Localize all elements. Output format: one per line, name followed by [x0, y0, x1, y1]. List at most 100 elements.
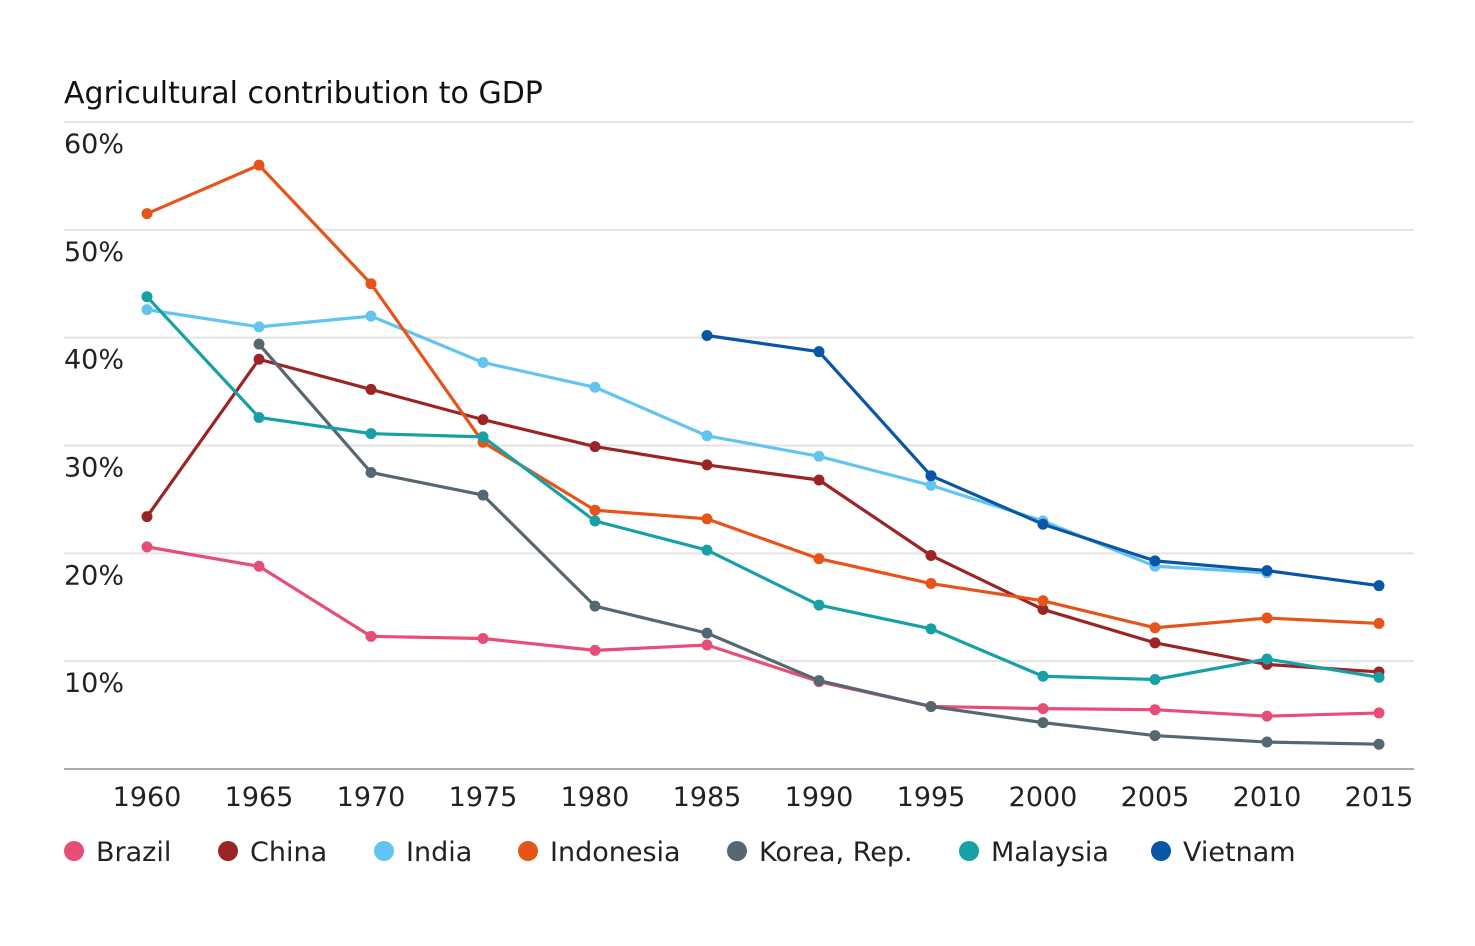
- legend-label: Vietnam: [1183, 837, 1296, 868]
- y-tick-label: 40%: [64, 345, 124, 376]
- data-point-indonesia-1970: [365, 278, 377, 290]
- data-point-korea-rep-2010: [1261, 736, 1273, 748]
- legend-item-china: China: [218, 837, 327, 868]
- data-point-korea-rep-1980: [589, 600, 601, 612]
- legend-swatch: [959, 841, 979, 861]
- data-point-vietnam-2000: [1037, 518, 1049, 530]
- legend-item-indonesia: Indonesia: [518, 837, 681, 868]
- data-point-india-1995: [925, 479, 937, 491]
- data-point-indonesia-1990: [813, 553, 825, 565]
- legend-swatch: [1151, 841, 1171, 861]
- data-point-korea-rep-1985: [701, 627, 713, 639]
- data-point-india-1980: [589, 381, 601, 393]
- data-point-malaysia-2010: [1261, 653, 1273, 665]
- data-point-brazil-2005: [1149, 704, 1161, 716]
- data-point-india-1975: [477, 356, 489, 368]
- series-india: [141, 304, 1273, 579]
- data-point-vietnam-1985: [701, 330, 713, 342]
- data-point-brazil-1970: [365, 630, 377, 642]
- legend-label: Korea, Rep.: [759, 837, 913, 868]
- data-point-korea-rep-2005: [1149, 730, 1161, 742]
- data-point-malaysia-1985: [701, 544, 713, 556]
- legend-swatch: [218, 841, 238, 861]
- data-point-indonesia-2005: [1149, 622, 1161, 634]
- legend-item-india: India: [374, 837, 472, 868]
- legend-swatch: [727, 841, 747, 861]
- x-tick-label: 1980: [561, 782, 630, 813]
- data-point-china-1980: [589, 441, 601, 453]
- x-tick-label: 2015: [1345, 782, 1414, 813]
- x-tick-label: 1990: [785, 782, 854, 813]
- series-korea-rep: [253, 338, 1385, 750]
- y-axis: 10% 20% 30% 40% 50% 60%: [64, 129, 124, 699]
- series-line-malaysia: [145, 295, 1381, 682]
- legend-item-korea-rep: Korea, Rep.: [727, 837, 913, 868]
- x-tick-label: 2005: [1121, 782, 1190, 813]
- y-tick-label: 10%: [64, 668, 124, 699]
- data-point-brazil-1975: [477, 633, 489, 645]
- data-point-brazil-1965: [253, 560, 265, 572]
- data-point-malaysia-2000: [1037, 670, 1049, 682]
- series-line-brazil: [145, 545, 1381, 718]
- data-point-vietnam-1990: [813, 346, 825, 358]
- data-point-indonesia-2000: [1037, 595, 1049, 607]
- data-point-china-2000: [1037, 603, 1049, 615]
- x-tick-label: 2010: [1233, 782, 1302, 813]
- series-line-china: [145, 357, 1381, 674]
- data-point-brazil-2015: [1373, 707, 1385, 719]
- data-point-korea-rep-1965: [253, 338, 265, 350]
- y-tick-label: 20%: [64, 560, 124, 591]
- data-point-korea-rep-1995: [925, 700, 937, 712]
- data-point-china-1970: [365, 383, 377, 395]
- series-layer: [141, 159, 1385, 750]
- data-point-indonesia-2015: [1373, 617, 1385, 629]
- data-point-china-2005: [1149, 637, 1161, 649]
- data-point-korea-rep-1975: [477, 489, 489, 501]
- data-point-malaysia-1995: [925, 623, 937, 635]
- legend-item-brazil: Brazil: [64, 837, 171, 868]
- data-point-vietnam-2005: [1149, 555, 1161, 567]
- data-point-brazil-2000: [1037, 703, 1049, 715]
- data-point-malaysia-1975: [477, 431, 489, 443]
- series-brazil: [141, 541, 1385, 722]
- legend-item-vietnam: Vietnam: [1151, 837, 1296, 868]
- y-tick-label: 50%: [64, 237, 124, 268]
- data-point-brazil-1980: [589, 644, 601, 656]
- chart-title: Agricultural contribution to GDP: [64, 76, 543, 111]
- x-tick-label: 1985: [673, 782, 742, 813]
- x-tick-label: 1975: [449, 782, 518, 813]
- data-point-china-1975: [477, 414, 489, 426]
- series-china: [141, 353, 1385, 678]
- series-vietnam: [701, 330, 1385, 592]
- x-tick-label: 1960: [113, 782, 182, 813]
- legend-label: India: [406, 837, 472, 868]
- data-point-brazil-1985: [701, 639, 713, 651]
- data-point-malaysia-1965: [253, 411, 265, 423]
- series-line-indonesia: [145, 163, 1381, 630]
- x-tick-label: 1970: [337, 782, 406, 813]
- legend-item-malaysia: Malaysia: [959, 837, 1109, 868]
- x-tick-label: 1995: [897, 782, 966, 813]
- x-tick-label: 2000: [1009, 782, 1078, 813]
- y-tick-label: 60%: [64, 129, 124, 160]
- legend-label: China: [250, 837, 327, 868]
- data-point-korea-rep-2000: [1037, 717, 1049, 729]
- data-point-india-1970: [365, 310, 377, 322]
- data-point-malaysia-2015: [1373, 671, 1385, 683]
- data-point-vietnam-1995: [925, 470, 937, 482]
- legend-swatch: [518, 841, 538, 861]
- data-point-india-1990: [813, 450, 825, 462]
- data-point-china-1995: [925, 549, 937, 561]
- data-point-malaysia-1990: [813, 599, 825, 611]
- legend-swatch: [374, 841, 394, 861]
- data-point-malaysia-1960: [141, 291, 153, 303]
- data-point-brazil-1960: [141, 541, 153, 553]
- x-axis: 1960 1965 1970 1975 1980 1985 1990 1995 2000 2005…: [113, 782, 1414, 813]
- data-point-malaysia-1980: [589, 515, 601, 527]
- data-point-malaysia-1970: [365, 428, 377, 440]
- legend: Brazil China India Indonesia Korea, Rep. Mala…: [64, 837, 1296, 868]
- y-tick-label: 30%: [64, 453, 124, 484]
- data-point-indonesia-1995: [925, 578, 937, 590]
- data-point-korea-rep-1990: [813, 675, 825, 687]
- data-point-brazil-2010: [1261, 710, 1273, 722]
